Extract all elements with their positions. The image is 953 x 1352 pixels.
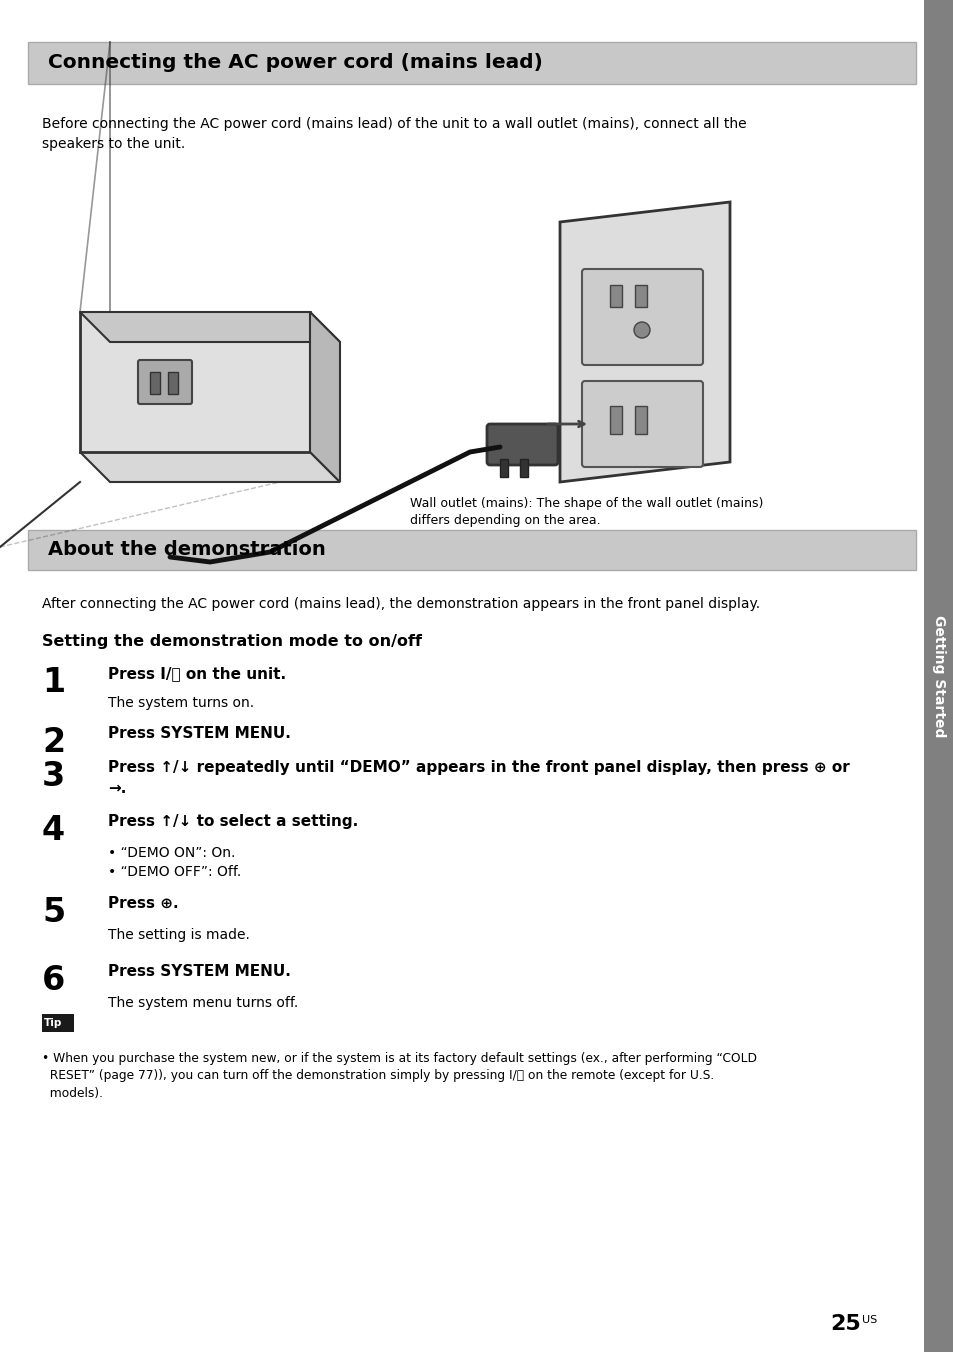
Text: Press ↑/↓ repeatedly until “DEMO” appears in the front panel display, then press: Press ↑/↓ repeatedly until “DEMO” appear… <box>108 760 849 796</box>
Text: 3: 3 <box>42 760 65 794</box>
Bar <box>923 0 953 1352</box>
Text: 2: 2 <box>42 726 65 758</box>
FancyBboxPatch shape <box>138 360 192 404</box>
Text: Connecting the AC power cord (mains lead): Connecting the AC power cord (mains lead… <box>48 54 542 73</box>
Text: The system menu turns off.: The system menu turns off. <box>108 996 298 1010</box>
Bar <box>609 406 621 434</box>
Text: The setting is made.: The setting is made. <box>108 927 250 942</box>
Polygon shape <box>80 452 339 483</box>
Bar <box>168 372 178 393</box>
Bar <box>609 285 621 307</box>
Text: US: US <box>862 1315 877 1325</box>
Bar <box>499 458 507 477</box>
Text: After connecting the AC power cord (mains lead), the demonstration appears in th: After connecting the AC power cord (main… <box>42 598 760 611</box>
Text: 1: 1 <box>42 667 65 699</box>
Bar <box>150 372 160 393</box>
Text: Setting the demonstration mode to on/off: Setting the demonstration mode to on/off <box>42 634 421 649</box>
Text: Press SYSTEM MENU.: Press SYSTEM MENU. <box>108 964 291 979</box>
Bar <box>635 285 646 307</box>
Text: • “DEMO ON”: On.
• “DEMO OFF”: Off.: • “DEMO ON”: On. • “DEMO OFF”: Off. <box>108 846 241 880</box>
FancyBboxPatch shape <box>581 269 702 365</box>
Text: Press SYSTEM MENU.: Press SYSTEM MENU. <box>108 726 291 741</box>
Text: Press I/⏻ on the unit.: Press I/⏻ on the unit. <box>108 667 286 681</box>
Bar <box>42 1014 74 1032</box>
Circle shape <box>634 322 649 338</box>
Text: The system turns on.: The system turns on. <box>108 696 253 710</box>
Text: Press ↑/↓ to select a setting.: Press ↑/↓ to select a setting. <box>108 814 358 829</box>
Text: Before connecting the AC power cord (mains lead) of the unit to a wall outlet (m: Before connecting the AC power cord (mai… <box>42 118 746 151</box>
Text: • When you purchase the system new, or if the system is at its factory default s: • When you purchase the system new, or i… <box>42 1052 757 1101</box>
Text: 4: 4 <box>42 814 65 846</box>
Bar <box>80 312 310 452</box>
Bar <box>519 458 527 477</box>
Text: Wall outlet (mains): The shape of the wall outlet (mains)
differs depending on t: Wall outlet (mains): The shape of the wa… <box>410 498 762 527</box>
Bar <box>28 42 915 84</box>
Text: 6: 6 <box>42 964 65 996</box>
Polygon shape <box>80 312 339 342</box>
Text: Press ⊕.: Press ⊕. <box>108 896 178 911</box>
Polygon shape <box>310 312 339 483</box>
Bar <box>28 530 915 571</box>
FancyBboxPatch shape <box>486 425 558 465</box>
Text: 5: 5 <box>42 896 65 929</box>
Text: Tip: Tip <box>44 1018 62 1028</box>
Text: About the demonstration: About the demonstration <box>48 541 325 560</box>
Text: 25: 25 <box>829 1314 860 1334</box>
FancyBboxPatch shape <box>581 381 702 466</box>
Text: Getting Started: Getting Started <box>931 615 945 737</box>
Polygon shape <box>559 201 729 483</box>
Bar <box>635 406 646 434</box>
